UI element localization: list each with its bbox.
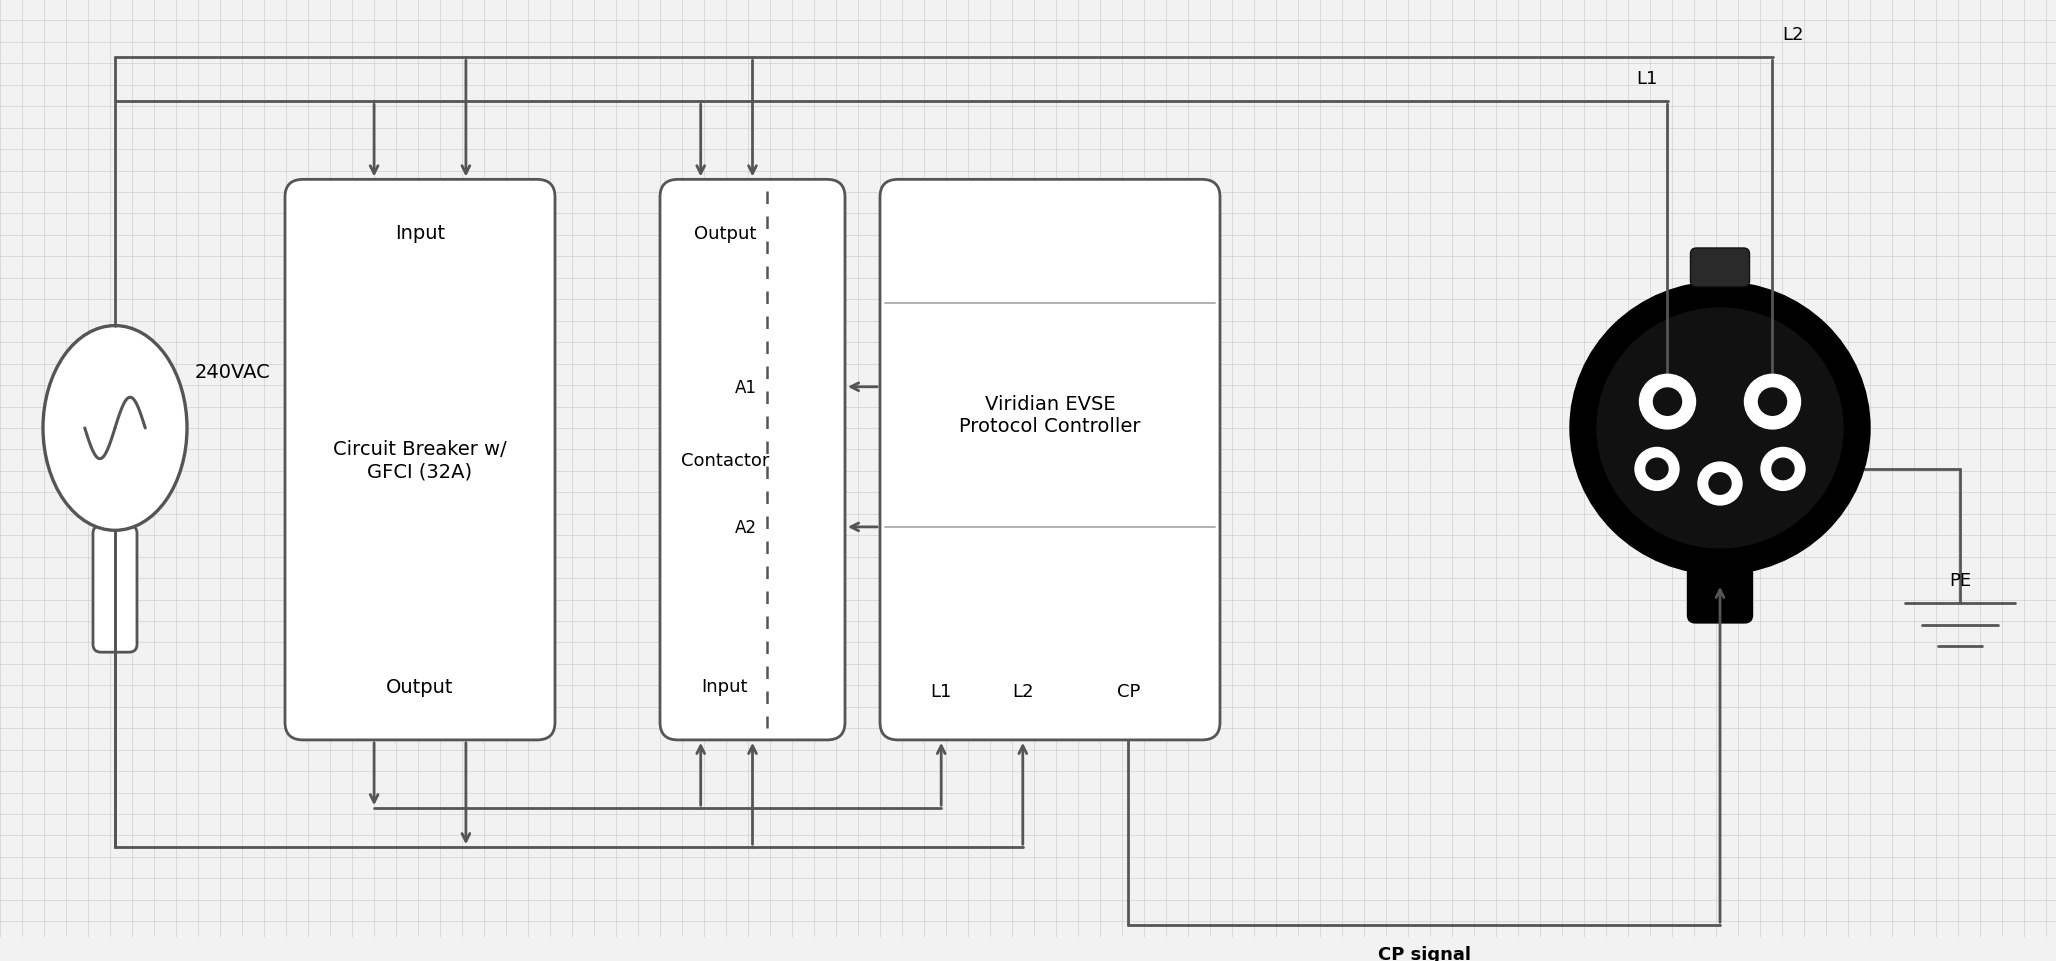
Text: Viridian EVSE
Protocol Controller: Viridian EVSE Protocol Controller: [960, 395, 1141, 436]
Circle shape: [1772, 458, 1795, 480]
Text: L2: L2: [1783, 26, 1803, 44]
Circle shape: [1647, 458, 1667, 480]
Circle shape: [1639, 375, 1696, 430]
Text: PE: PE: [1949, 571, 1972, 589]
Circle shape: [1635, 448, 1680, 491]
Ellipse shape: [43, 326, 187, 530]
FancyBboxPatch shape: [1690, 249, 1750, 287]
Circle shape: [1698, 462, 1741, 505]
Text: Circuit Breaker w/
GFCI (32A): Circuit Breaker w/ GFCI (32A): [333, 440, 508, 480]
Text: 240VAC: 240VAC: [195, 362, 271, 382]
Circle shape: [1743, 375, 1801, 430]
Text: L2: L2: [1012, 682, 1034, 701]
FancyBboxPatch shape: [660, 180, 845, 740]
Text: Input: Input: [701, 678, 748, 696]
Text: A2: A2: [736, 518, 757, 536]
Text: L1: L1: [1637, 69, 1657, 87]
Text: Output: Output: [387, 678, 454, 696]
Circle shape: [1653, 388, 1682, 416]
Circle shape: [1598, 308, 1842, 549]
Text: A1: A1: [736, 379, 757, 396]
FancyBboxPatch shape: [286, 180, 555, 740]
Text: Output: Output: [693, 225, 757, 243]
Circle shape: [1709, 474, 1731, 495]
Text: CP signal: CP signal: [1378, 945, 1470, 961]
Circle shape: [1758, 388, 1787, 416]
Circle shape: [1762, 448, 1805, 491]
FancyBboxPatch shape: [93, 526, 138, 653]
Text: Contactor: Contactor: [681, 451, 769, 469]
FancyBboxPatch shape: [1688, 566, 1752, 624]
FancyBboxPatch shape: [880, 180, 1219, 740]
Text: L1: L1: [931, 682, 952, 701]
Text: Input: Input: [395, 224, 444, 243]
Circle shape: [1571, 283, 1871, 575]
Text: CP: CP: [1116, 682, 1139, 701]
